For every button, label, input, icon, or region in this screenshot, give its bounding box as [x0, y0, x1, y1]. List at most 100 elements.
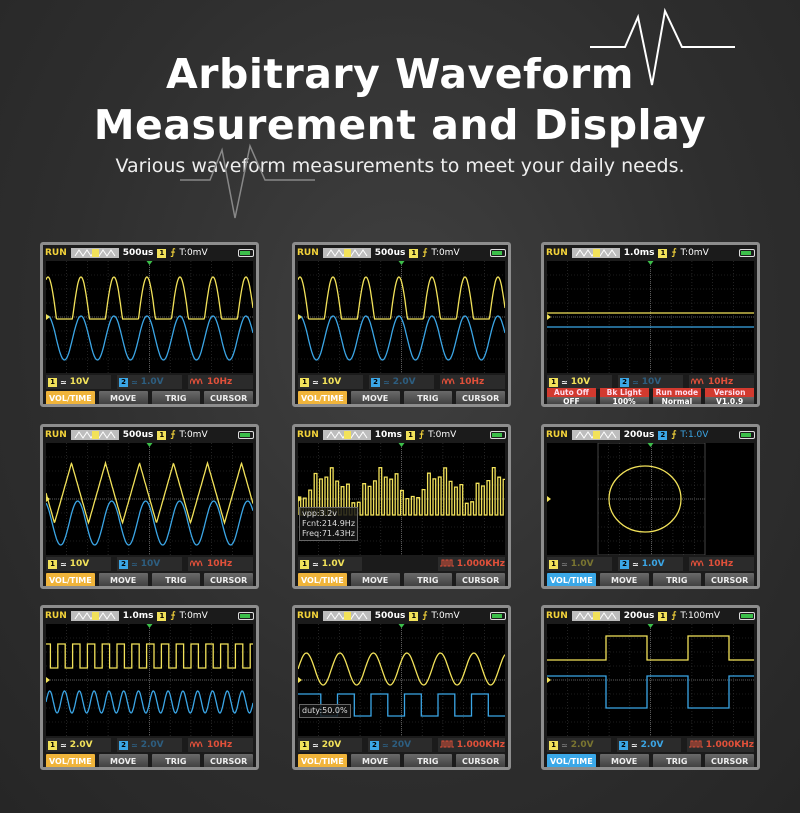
waveform-display[interactable] — [45, 443, 254, 555]
cursor-button[interactable]: CURSOR — [456, 754, 505, 767]
generator-frequency[interactable]: 1.000KHz — [686, 738, 754, 752]
waveform-position-strip[interactable] — [322, 430, 371, 440]
generator-frequency[interactable]: 10Hz — [689, 557, 754, 571]
generator-frequency[interactable]: 10Hz — [689, 375, 754, 389]
trigger-position-marker-icon[interactable] — [398, 261, 405, 265]
ch1-scale[interactable]: 1 ≃ 1.0V — [298, 557, 362, 571]
waveform-position-strip[interactable] — [322, 611, 371, 621]
ch2-scale[interactable]: 2 ≃ 10V — [117, 557, 182, 571]
trig-button[interactable]: TRIG — [403, 391, 453, 404]
vol-time-button[interactable]: VOL/TIME — [46, 573, 95, 586]
waveform-position-strip[interactable] — [571, 248, 620, 258]
move-button[interactable]: MOVE — [350, 391, 400, 404]
ch1-scale[interactable]: 1 ≃ 10V — [46, 375, 111, 389]
ch1-scale[interactable]: 1 ≃ 20V — [298, 738, 362, 752]
trig-button[interactable]: TRIG — [151, 391, 201, 404]
run-status[interactable]: RUN — [297, 611, 319, 621]
cursor-button[interactable]: CURSOR — [204, 573, 253, 586]
ch1-offset-marker-icon[interactable] — [547, 314, 551, 320]
cursor-button[interactable]: CURSOR — [456, 573, 505, 586]
waveform-position-strip[interactable] — [70, 430, 119, 440]
move-button[interactable]: MOVE — [350, 754, 400, 767]
ch2-scale[interactable]: 2 ≃ 10V — [618, 375, 683, 389]
waveform-display[interactable] — [547, 261, 754, 373]
trigger-position-marker-icon[interactable] — [146, 261, 153, 265]
trig-button[interactable]: TRIG — [652, 573, 702, 586]
trigger-position-marker-icon[interactable] — [146, 443, 153, 447]
cursor-button[interactable]: CURSOR — [204, 391, 253, 404]
vol-time-button[interactable]: VOL/TIME — [46, 391, 95, 404]
ch1-scale[interactable]: 1 ≃ 10V — [298, 375, 363, 389]
ch2-scale[interactable] — [368, 557, 432, 571]
ch2-scale[interactable]: 2 ≃ 2.0V — [117, 738, 182, 752]
move-button[interactable]: MOVE — [98, 573, 148, 586]
cursor-button[interactable]: CURSOR — [456, 391, 505, 404]
generator-frequency[interactable]: 10Hz — [440, 375, 505, 389]
trig-button[interactable]: TRIG — [652, 754, 702, 767]
ch2-scale[interactable]: 2 ≃ 20V — [367, 738, 432, 752]
ch1-scale[interactable]: 1 ≃ 10V — [46, 557, 111, 571]
trigger-position-marker-icon[interactable] — [398, 443, 405, 447]
trig-button[interactable]: TRIG — [151, 573, 201, 586]
move-button[interactable]: MOVE — [599, 754, 649, 767]
vol-time-button[interactable]: VOL/TIME — [298, 573, 347, 586]
vol-time-button[interactable]: VOL/TIME — [298, 754, 347, 767]
generator-frequency[interactable]: 10Hz — [188, 375, 253, 389]
waveform-position-strip[interactable] — [322, 248, 371, 258]
ch1-scale[interactable]: 1 ≃ 1.0V — [547, 557, 612, 571]
generator-frequency[interactable]: 1.000KHz — [437, 738, 505, 752]
setting-run-mode[interactable]: Run mode Normal — [652, 388, 702, 404]
trig-button[interactable]: TRIG — [151, 754, 201, 767]
waveform-display[interactable]: vpp:3.2v Fcnt:214.9Hz Freq:71.43Hz — [297, 443, 508, 555]
waveform-display[interactable] — [547, 624, 754, 736]
waveform-position-strip[interactable] — [70, 611, 119, 621]
run-status[interactable]: RUN — [546, 430, 568, 440]
trigger-position-marker-icon[interactable] — [647, 443, 654, 447]
waveform-display[interactable] — [45, 261, 254, 373]
run-status[interactable]: RUN — [546, 248, 568, 258]
ch2-scale[interactable]: 2 ≃ 2.0V — [369, 375, 434, 389]
ch2-scale[interactable]: 2 ≃ 1.0V — [618, 557, 683, 571]
ch2-scale[interactable]: 2 ≃ 1.0V — [117, 375, 182, 389]
trig-button[interactable]: TRIG — [403, 573, 453, 586]
run-status[interactable]: RUN — [546, 611, 568, 621]
vol-time-button[interactable]: VOL/TIME — [547, 573, 596, 586]
ch1-offset-marker-icon[interactable] — [46, 314, 50, 320]
generator-frequency[interactable]: 1.000KHz — [437, 557, 505, 571]
vol-time-button[interactable]: VOL/TIME — [298, 391, 347, 404]
waveform-display[interactable]: duty:50.0% — [297, 624, 506, 736]
generator-frequency[interactable]: 10Hz — [188, 557, 253, 571]
ch1-offset-marker-icon[interactable] — [46, 677, 50, 683]
run-status[interactable]: RUN — [297, 248, 319, 258]
run-status[interactable]: RUN — [297, 430, 319, 440]
vol-time-button[interactable]: VOL/TIME — [547, 754, 596, 767]
run-status[interactable]: RUN — [45, 248, 67, 258]
setting-auto-off[interactable]: Auto Off OFF — [547, 388, 596, 404]
cursor-button[interactable]: CURSOR — [705, 754, 754, 767]
vol-time-button[interactable]: VOL/TIME — [46, 754, 95, 767]
ch2-scale[interactable]: 2 ≃ 2.0V — [616, 738, 681, 752]
waveform-position-strip[interactable] — [571, 611, 620, 621]
cursor-button[interactable]: CURSOR — [705, 573, 754, 586]
ch1-scale[interactable]: 1 ≃ 10V — [547, 375, 612, 389]
waveform-display[interactable] — [547, 442, 754, 556]
ch1-offset-marker-icon[interactable] — [298, 314, 302, 320]
run-status[interactable]: RUN — [45, 611, 67, 621]
ch1-scale[interactable]: 1 ≃ 2.0V — [46, 738, 111, 752]
ch1-offset-marker-icon[interactable] — [547, 677, 551, 683]
waveform-position-strip[interactable] — [571, 430, 620, 440]
move-button[interactable]: MOVE — [98, 754, 148, 767]
waveform-display[interactable] — [297, 261, 506, 373]
ch1-offset-marker-icon[interactable] — [298, 496, 302, 502]
move-button[interactable]: MOVE — [599, 573, 649, 586]
run-status[interactable]: RUN — [45, 430, 67, 440]
trigger-position-marker-icon[interactable] — [647, 624, 654, 628]
trig-button[interactable]: TRIG — [403, 754, 453, 767]
ch1-offset-marker-icon[interactable] — [547, 496, 551, 502]
setting-version[interactable]: Version V1.0.9 — [705, 388, 754, 404]
ch1-offset-marker-icon[interactable] — [298, 677, 302, 683]
move-button[interactable]: MOVE — [98, 391, 148, 404]
waveform-position-strip[interactable] — [70, 248, 119, 258]
move-button[interactable]: MOVE — [350, 573, 400, 586]
trigger-position-marker-icon[interactable] — [398, 624, 405, 628]
